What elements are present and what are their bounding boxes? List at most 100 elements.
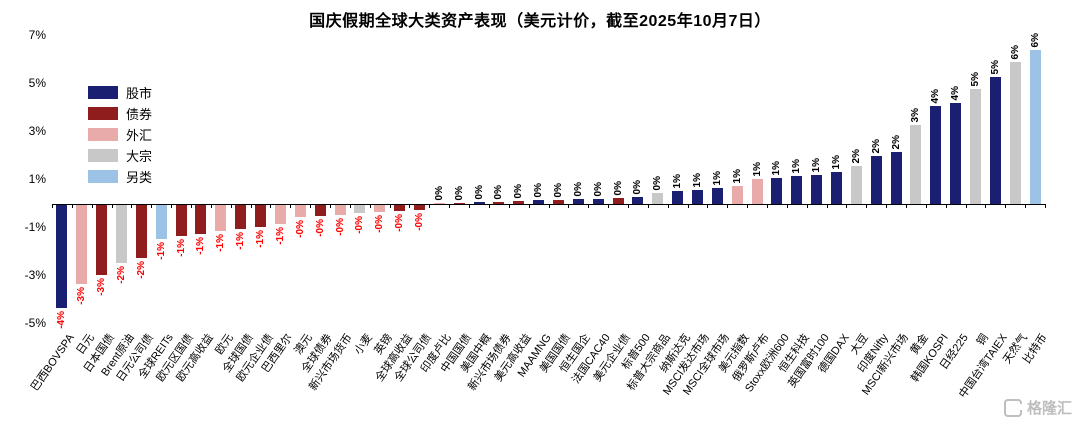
value-label: -1%	[155, 242, 167, 260]
value-label: 0%	[632, 179, 644, 194]
value-label: 5%	[989, 59, 1001, 74]
bar-法国CAC40	[592, 199, 604, 204]
axis-tick	[230, 204, 232, 208]
bar-印度Nifty	[870, 156, 882, 204]
bar-欧元高收益	[195, 205, 207, 234]
bar-MAAMNG	[533, 200, 545, 204]
value-label: 2%	[850, 148, 862, 163]
watermark-text: 格隆汇	[1026, 400, 1072, 417]
axis-tick	[409, 204, 411, 208]
bar-全球债券	[314, 205, 326, 216]
value-label: -0%	[374, 215, 386, 233]
axis-tick	[747, 204, 749, 208]
axis-tick	[131, 204, 133, 208]
value-label: 1%	[791, 158, 803, 173]
value-label: -0%	[314, 219, 326, 237]
value-label: 4%	[950, 85, 962, 100]
value-label: 6%	[1009, 44, 1021, 59]
axis-tick	[449, 204, 451, 208]
axis-tick	[886, 204, 888, 208]
axis-tick	[151, 204, 153, 208]
bar-日元	[76, 205, 88, 284]
value-label: -1%	[175, 239, 187, 257]
x-category-label: 小麦	[352, 332, 375, 357]
axis-tick	[826, 204, 828, 208]
bar-MSCI新兴市场	[890, 152, 902, 204]
bar-中国台湾TAIEX	[989, 77, 1001, 204]
axis-tick	[469, 204, 471, 208]
axis-tick	[647, 204, 649, 208]
axis-tick	[210, 204, 212, 208]
axis-tick	[786, 204, 788, 208]
value-label: 0%	[612, 180, 624, 195]
axis-tick	[905, 204, 907, 208]
bar-日经225	[950, 103, 962, 204]
value-label: 5%	[970, 71, 981, 86]
value-label: -2%	[135, 261, 147, 279]
value-label: 0%	[592, 181, 604, 196]
value-label: 4%	[930, 88, 942, 103]
y-tick-label: 7%	[28, 28, 46, 42]
bar-全球公司债	[413, 205, 425, 210]
bar-欧元企业债	[255, 205, 266, 227]
value-label: -3%	[76, 287, 88, 305]
value-label: -0%	[413, 213, 425, 231]
bar-全球高收益	[394, 205, 406, 211]
legend-swatch	[88, 107, 118, 120]
bar-美元企业债	[612, 198, 624, 204]
value-label: 0%	[493, 184, 505, 199]
legend-item-alternative: 另类	[88, 170, 153, 185]
axis-tick	[866, 204, 868, 208]
value-label: 0%	[652, 175, 664, 190]
value-label: -1%	[274, 227, 286, 245]
bar-恒生科技	[791, 176, 803, 204]
x-category-label: 巴西BOVSPA	[28, 332, 77, 394]
value-label: -4%	[56, 311, 68, 329]
axis-tick	[766, 204, 768, 208]
bar-德国DAX	[831, 172, 842, 204]
bar-美国国债	[552, 200, 564, 204]
bar-澳元	[294, 205, 306, 217]
bar-日本国债	[96, 205, 108, 275]
value-label: 1%	[691, 172, 703, 187]
axis-tick	[191, 204, 193, 208]
legend-label: 债券	[126, 107, 153, 122]
bar-欧元区国债	[175, 205, 187, 236]
value-label: 1%	[811, 157, 823, 172]
legend-swatch	[88, 170, 118, 183]
bar-韩国KOSPI	[930, 106, 942, 204]
x-axis-labels: 巴西BOVSPA 日元 日本国债 Brent原油 日元公司债 全球REITs 欧元区国债 欧元…	[29, 329, 1050, 422]
bar-铜	[970, 89, 981, 204]
bar-Brent原油	[116, 205, 127, 263]
value-label: 0%	[453, 185, 465, 200]
axis-tick	[1005, 204, 1007, 208]
bar-比特币	[1029, 50, 1041, 204]
bar-巴西里尔	[274, 205, 286, 224]
legend-swatch	[88, 86, 118, 99]
value-label: -0%	[334, 218, 346, 236]
axis-tick	[965, 204, 967, 208]
y-tick-label: -5%	[24, 316, 46, 330]
axis-tick	[349, 204, 351, 208]
value-label: 0%	[533, 182, 545, 197]
value-label: 3%	[910, 107, 922, 122]
axis-tick	[270, 204, 272, 208]
bar-标普大宗商品	[652, 193, 664, 204]
value-label: 0%	[433, 185, 445, 200]
axis-tick	[488, 204, 490, 208]
axis-tick	[52, 204, 53, 208]
axis-tick	[1045, 204, 1046, 208]
value-label: -0%	[294, 220, 306, 238]
axis-tick	[71, 204, 73, 208]
value-label: 0%	[552, 182, 564, 197]
legend-swatch	[88, 128, 118, 141]
bar-俄罗斯卢布	[751, 179, 763, 204]
value-label: -0%	[394, 214, 406, 232]
legend-label: 大宗	[126, 149, 153, 164]
axis-tick	[508, 204, 510, 208]
value-label: 1%	[771, 160, 783, 175]
legend-item-commodity: 大宗	[88, 149, 153, 164]
bar-欧元	[215, 205, 227, 231]
legend-label: 另类	[126, 170, 153, 185]
